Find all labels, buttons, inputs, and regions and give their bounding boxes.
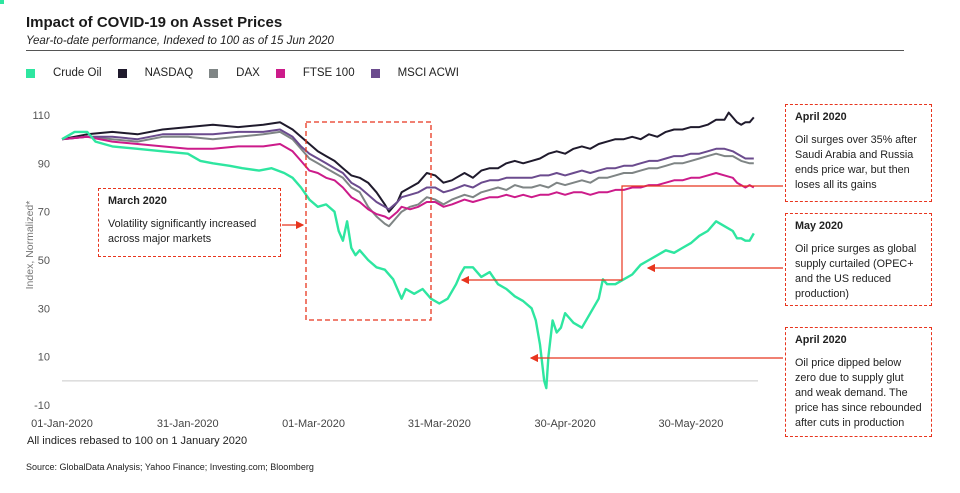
y-tick-label: 30 xyxy=(38,303,50,315)
legend-label: DAX xyxy=(236,67,260,79)
y-tick-label: 50 xyxy=(38,255,50,267)
callout-body: Oil surges over 35% after Saudi Arabia a… xyxy=(795,134,917,191)
chart-overlay xyxy=(282,121,783,363)
series-line-msci-acwi xyxy=(61,128,754,211)
x-tick-label: 30-May-2020 xyxy=(659,418,724,430)
callout-title: May 2020 xyxy=(795,220,844,232)
legend-swatch-crude-oil xyxy=(26,68,35,78)
callout-april-2020-dip: April 2020 Oil price dipped below zero d… xyxy=(785,327,932,437)
y-axis-label: Index, Normalized* xyxy=(24,201,36,290)
rebase-note: All indices rebased to 100 on 1 January … xyxy=(27,435,248,447)
y-tick-label: 110 xyxy=(32,110,50,122)
chart-subtitle: Year-to-date performance, Indexed to 100… xyxy=(26,35,334,47)
callout-april-2020-surge: April 2020 Oil surges over 35% after Sau… xyxy=(785,104,932,202)
y-tick-label: 70 xyxy=(38,207,50,219)
callout-march-2020: March 2020 Volatility significantly incr… xyxy=(98,188,281,257)
legend-swatch-dax xyxy=(209,68,219,78)
series-line-crude-oil xyxy=(61,130,755,390)
legend-item: NASDAQ xyxy=(117,67,194,79)
chart-title: Impact of COVID-19 on Asset Prices xyxy=(26,14,283,31)
y-tick-label: -10 xyxy=(34,400,50,412)
callout-body: Volatility significantly increased acros… xyxy=(108,218,257,245)
y-tick-label: 10 xyxy=(38,352,50,364)
title-divider xyxy=(26,50,904,51)
legend-swatch-nasdaq xyxy=(117,68,127,78)
legend-label: FTSE 100 xyxy=(302,67,355,79)
legend-label: NASDAQ xyxy=(144,67,194,79)
series-line-dax xyxy=(61,130,754,228)
source-note: Source: GlobalData Analysis; Yahoo Finan… xyxy=(26,462,314,472)
callout-title: April 2020 xyxy=(795,111,847,123)
legend-swatch-msci-acwi xyxy=(370,68,380,78)
legend-label: Crude Oil xyxy=(53,67,102,79)
legend-item: Crude Oil xyxy=(26,67,102,79)
callout-body: Oil price dipped below zero due to suppl… xyxy=(795,357,922,429)
x-tick-label: 01-Jan-2020 xyxy=(31,418,93,430)
legend-item: FTSE 100 xyxy=(275,67,355,79)
callout-may-2020: May 2020 Oil price surges as global supp… xyxy=(785,213,932,306)
legend-label: MSCI ACWI xyxy=(397,67,459,79)
chart-series xyxy=(61,111,755,390)
chart-axes: 110 90 70 50 30 10 -10 Index, Normalized* 01-Jan… xyxy=(24,110,758,430)
callout-title: March 2020 xyxy=(108,195,167,207)
legend-item: DAX xyxy=(209,67,260,79)
series-line-ftse-100 xyxy=(61,135,755,220)
legend: Crude Oil NASDAQ DAX FTSE 100 MSCI ACWI xyxy=(26,67,475,79)
y-tick-label: 90 xyxy=(38,158,50,170)
x-tick-label: 31-Jan-2020 xyxy=(157,418,219,430)
april-surge-arrow xyxy=(460,185,783,285)
legend-item: MSCI ACWI xyxy=(370,67,459,79)
legend-swatch-ftse-100 xyxy=(275,68,285,78)
brand-accent xyxy=(0,0,4,4)
callout-title: April 2020 xyxy=(795,334,847,346)
x-tick-label: 01-Mar-2020 xyxy=(282,418,345,430)
callout-body: Oil price surges as global supply curtai… xyxy=(795,243,917,300)
volatility-highlight-box xyxy=(305,121,432,321)
x-tick-label: 31-Mar-2020 xyxy=(408,418,471,430)
x-tick-label: 30-Apr-2020 xyxy=(535,418,596,430)
